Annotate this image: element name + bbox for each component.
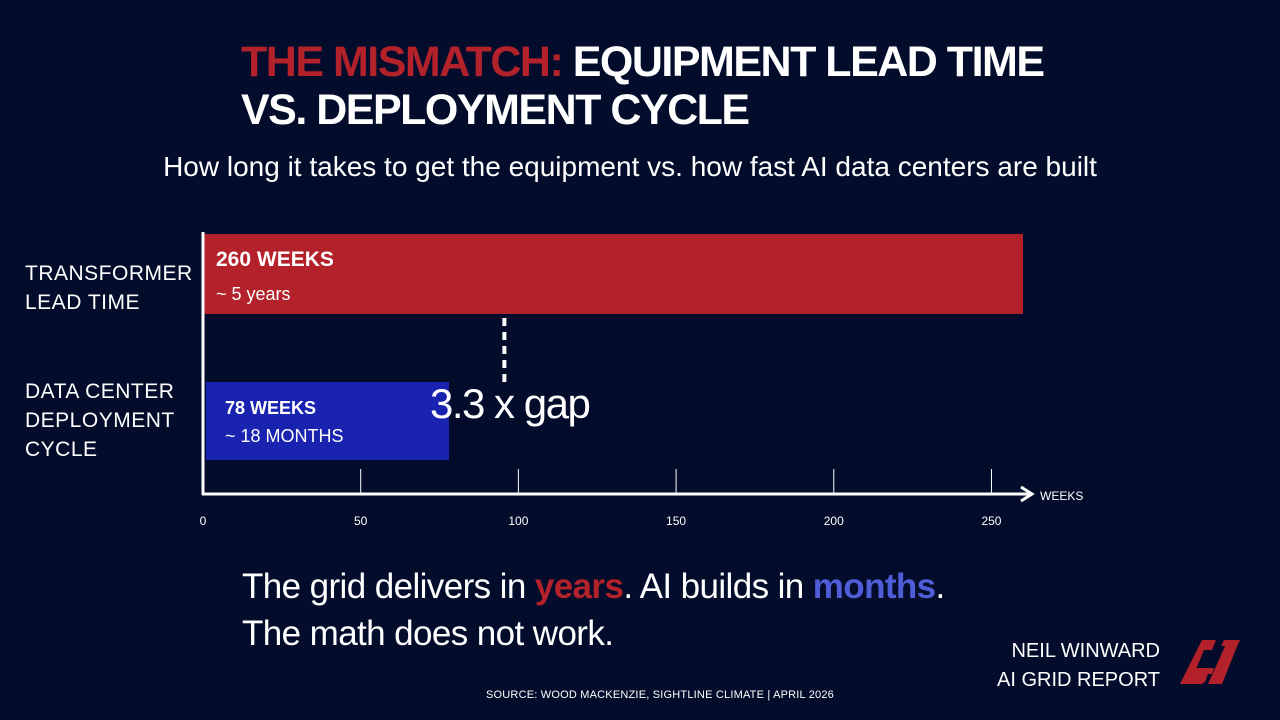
report-name: AI GRID REPORT xyxy=(997,669,1160,691)
bar-value-label: 260 WEEKS xyxy=(216,248,334,271)
title-line2: VS. DEPLOYMENT CYCLE xyxy=(241,86,750,134)
bar-sublabel: ~ 18 MONTHS xyxy=(225,426,344,446)
x-tick-label: 150 xyxy=(666,514,686,528)
title-line1: EQUIPMENT LEAD TIME xyxy=(572,38,1045,86)
gap-label: 3.3 x gap xyxy=(430,380,591,427)
tagline-text: . xyxy=(935,567,946,606)
tagline: The grid delivers in years. AI builds in… xyxy=(242,563,945,657)
chart-subtitle: How long it takes to get the equipment v… xyxy=(163,151,1097,182)
row-label-line: DEPLOYMENT xyxy=(25,409,175,432)
bar-data-center xyxy=(206,382,449,460)
row-label-line: TRANSFORMER xyxy=(25,262,193,285)
x-tick-label: 100 xyxy=(508,514,528,528)
x-axis-label: WEEKS xyxy=(1040,489,1083,503)
row-label-transformer: TRANSFORMER LEAD TIME xyxy=(25,259,193,317)
author-block: NEIL WINWARD AI GRID REPORT xyxy=(960,637,1160,695)
x-tick-label: 50 xyxy=(354,514,368,528)
ai-logo-icon xyxy=(1180,640,1240,684)
tagline-years: years xyxy=(534,567,624,606)
source-note: SOURCE: WOOD MACKENZIE, SIGHTLINE CLIMAT… xyxy=(485,689,834,701)
tagline-line1: The grid delivers in years. AI builds in… xyxy=(242,563,945,610)
tagline-months: months xyxy=(812,567,936,606)
bar-sublabel: ~ 5 years xyxy=(216,284,291,304)
author-name: NEIL WINWARD xyxy=(1011,640,1160,662)
bar-value-label: 78 WEEKS xyxy=(225,398,316,418)
x-axis-arrow-icon xyxy=(1020,485,1035,503)
chart-title: THE MISMATCH: EQUIPMENT LEAD TIME VS. DE… xyxy=(241,38,1141,134)
title-accent: THE MISMATCH: xyxy=(241,38,564,86)
x-tick-label: 0 xyxy=(200,514,207,528)
tagline-text: . AI builds in xyxy=(623,567,813,606)
row-label-data-center: DATA CENTER DEPLOYMENT CYCLE xyxy=(25,377,175,464)
row-label-line: LEAD TIME xyxy=(25,291,140,314)
tagline-line2: The math does not work. xyxy=(242,614,614,653)
tagline-text: The grid delivers in xyxy=(242,567,535,606)
row-label-line: DATA CENTER xyxy=(25,380,175,403)
x-tick-label: 250 xyxy=(981,514,1001,528)
x-tick-label: 200 xyxy=(824,514,844,528)
row-label-line: CYCLE xyxy=(25,438,98,461)
bar-transformer xyxy=(203,234,1023,314)
